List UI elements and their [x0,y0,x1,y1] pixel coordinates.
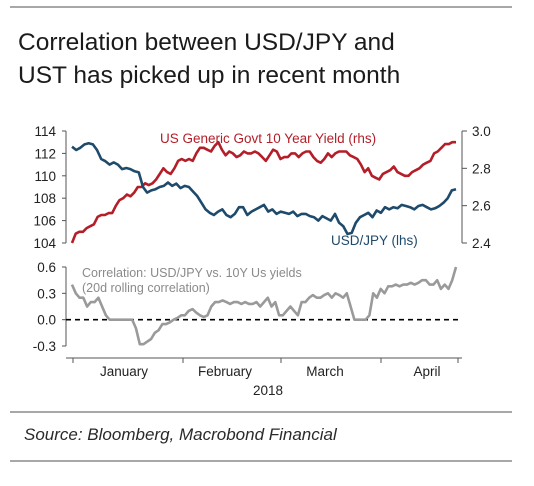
bottom-axis-tick-label: 0.6 [37,260,56,275]
left-axis-tick-label: 106 [33,214,56,229]
x-axis-tick-label: March [306,364,344,379]
bottom-axis-tick-label: -0.3 [33,339,56,354]
x-axis-tick-label: February [198,364,252,379]
bottom-rule [10,460,512,462]
left-axis-tick-label: 114 [34,124,56,139]
mid-rule [10,411,512,413]
correlation-line [70,266,458,346]
title-line-2: UST has picked up in recent month [18,62,401,89]
left-axis-tick-label: 112 [34,146,56,161]
chart-title: Correlation between USD/JPY and UST has … [18,26,518,92]
source-note: Source: Bloomberg, Macrobond Financial [24,425,337,444]
bottom-axis-tick-label: 0.3 [37,286,56,301]
correlation-series-label: Correlation: USD/JPY vs. 10Y Us yields [82,266,302,280]
left-axis-tick-label: 108 [33,191,56,206]
yield-series-label: US Generic Govt 10 Year Yield (rhs) [160,131,376,146]
left-axis-tick-label: 110 [34,169,56,184]
x-axis-tick-label: January [100,364,148,379]
x-axis-tick-label: April [413,364,440,379]
axes: 104 106 108 110 112 114 2.4 2.6 2.8 3.0 0.6 0.3 0.0 -… [33,124,492,379]
yield-line [70,140,456,244]
title-line-1: Correlation between USD/JPY and [18,29,395,56]
top-rule [10,6,512,8]
right-axis-tick-label: 2.8 [472,161,491,176]
series-lines [70,140,458,346]
chart-area: US Generic Govt 10 Year Yield (rhs) USD/… [33,124,492,398]
right-axis-tick-label: 2.4 [472,236,491,251]
right-axis-tick-label: 2.6 [472,199,491,214]
correlation-series-label-2: (20d rolling correlation) [82,281,210,295]
left-axis-tick-label: 104 [33,236,56,251]
right-axis-tick-label: 3.0 [472,124,491,139]
x-axis-year: 2018 [253,383,283,398]
bottom-axis-tick-label: 0.0 [37,313,56,328]
usdjpy-line [71,142,457,236]
usdjpy-series-label: USD/JPY (lhs) [331,233,418,248]
